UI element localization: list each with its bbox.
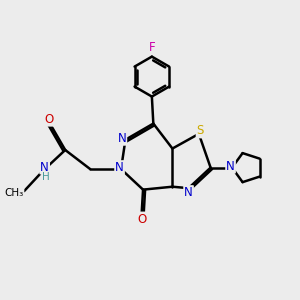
Text: N: N — [226, 160, 235, 173]
Text: O: O — [44, 113, 54, 126]
Text: O: O — [137, 212, 146, 226]
Text: CH₃: CH₃ — [4, 188, 23, 199]
Text: S: S — [196, 124, 204, 137]
Text: F: F — [148, 41, 155, 54]
Text: N: N — [118, 132, 126, 145]
Text: H: H — [42, 172, 50, 182]
Text: N: N — [184, 186, 193, 199]
Text: N: N — [40, 160, 49, 173]
Text: N: N — [115, 161, 124, 174]
